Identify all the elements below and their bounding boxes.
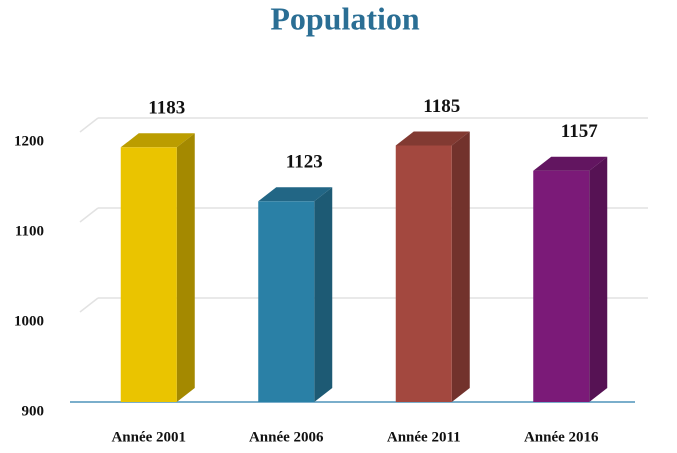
bar-side bbox=[451, 131, 470, 402]
value-label: 1183 bbox=[148, 98, 185, 119]
bar-side bbox=[314, 187, 333, 402]
value-label: 1157 bbox=[561, 121, 598, 142]
y-tick-label: 900 bbox=[22, 403, 45, 419]
bar-top bbox=[395, 131, 470, 146]
grid-line-side bbox=[79, 117, 99, 133]
bar-side bbox=[176, 133, 195, 403]
x-tick-label: Année 2001 bbox=[111, 429, 186, 445]
bar bbox=[120, 147, 177, 402]
value-label: 1123 bbox=[286, 152, 323, 173]
bar bbox=[533, 170, 590, 402]
bar bbox=[395, 145, 452, 402]
x-tick-label: Année 2016 bbox=[524, 429, 599, 445]
bar-top bbox=[533, 156, 608, 171]
x-tick-label: Année 2006 bbox=[249, 429, 324, 445]
y-tick-label: 1200 bbox=[14, 133, 44, 149]
y-tick-label: 1000 bbox=[14, 313, 44, 329]
x-tick-label: Année 2011 bbox=[387, 429, 461, 445]
chart-title: Population bbox=[270, 0, 420, 36]
bar-top bbox=[120, 133, 195, 148]
grid-line-side bbox=[79, 207, 99, 223]
y-tick-label: 1100 bbox=[15, 223, 44, 239]
bar bbox=[258, 201, 315, 402]
bar-side bbox=[589, 156, 608, 402]
bar-top bbox=[258, 187, 333, 202]
grid-line-side bbox=[79, 297, 99, 313]
value-label: 1185 bbox=[423, 96, 460, 117]
